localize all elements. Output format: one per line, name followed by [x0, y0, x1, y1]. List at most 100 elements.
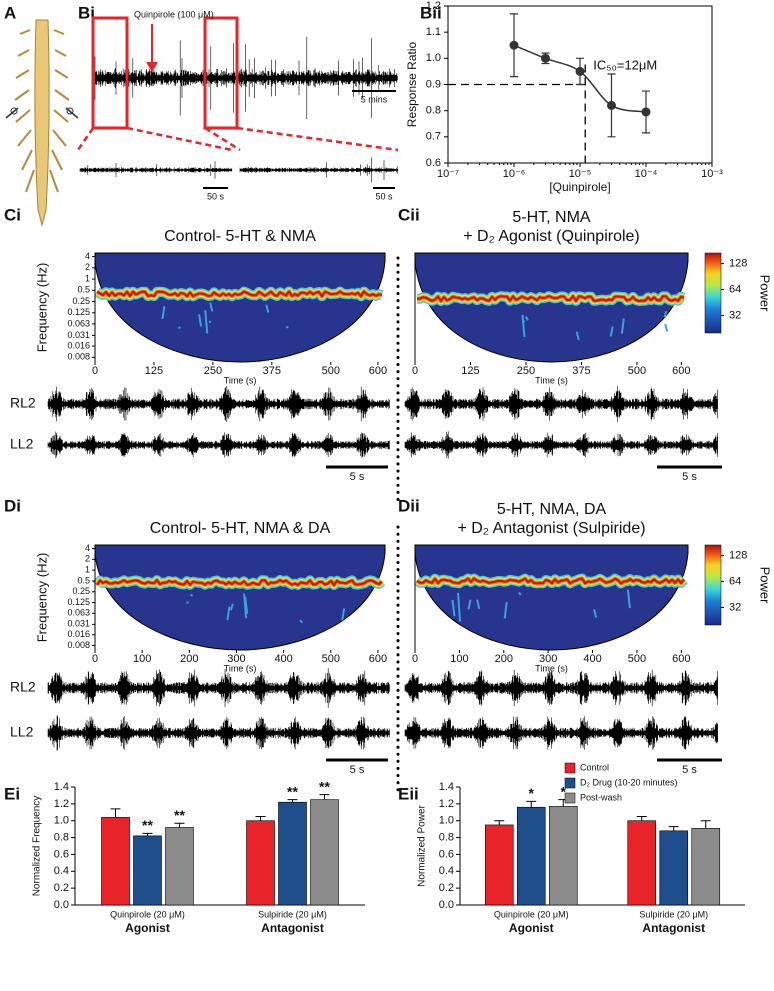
significance-label: ** — [142, 817, 153, 833]
power-spot — [457, 592, 462, 622]
power-spot — [341, 608, 346, 621]
legend-swatch — [564, 762, 576, 774]
error-bar — [668, 826, 679, 831]
power-spot — [503, 602, 508, 619]
colorbar-title: Power — [758, 567, 773, 605]
power-spot — [476, 599, 481, 610]
x-tick-label: 500 — [628, 653, 646, 665]
panel-label: Dii — [398, 496, 420, 515]
x-axis-title: Time (s) — [535, 663, 568, 673]
x-tick-label: 400 — [583, 653, 601, 665]
x-tick-label: 0 — [92, 653, 98, 665]
error-bar — [526, 800, 537, 808]
error-bar — [636, 816, 647, 821]
y-tick-label: 0.031 — [67, 330, 90, 340]
group-label: Antagonist — [261, 921, 324, 935]
panel-label: Bi — [78, 3, 95, 22]
spectrogram-title: + D₂ Antagonist (Sulpiride) — [457, 520, 645, 537]
colorbar-tick-label: 128 — [729, 258, 747, 270]
x-tick-label: 375 — [572, 365, 590, 377]
x-tick-label: 200 — [180, 653, 198, 665]
y-axis-title: Normalized Power — [417, 804, 428, 886]
power-spot — [226, 606, 231, 621]
legend-label: D₂ Drug (10-20 minutes) — [580, 777, 678, 787]
power-spot — [467, 599, 472, 610]
trace-label: LL2 — [10, 436, 34, 452]
y-tick-label: 0.4 — [54, 865, 69, 877]
y-tick-label: 1 — [85, 565, 90, 575]
zoom-connector — [126, 126, 233, 152]
x-tick-label: 300 — [539, 653, 557, 665]
x-tick-label: 500 — [322, 365, 340, 377]
group-label: Agonist — [125, 921, 170, 935]
power-spot — [620, 318, 625, 334]
bar — [133, 835, 162, 906]
x-tick-label: 10⁻⁴ — [635, 168, 658, 180]
power-spot — [177, 326, 181, 330]
panel-label: Bii — [420, 3, 442, 22]
y-tick-label: 0.063 — [67, 318, 90, 328]
bar — [516, 806, 546, 906]
group-label: Antagonist — [642, 921, 705, 935]
y-tick-label: 0.031 — [67, 619, 90, 629]
bar — [659, 830, 689, 906]
scale-bar-label: 5 mins — [361, 94, 388, 104]
legend-label: Control — [580, 762, 609, 772]
x-tick-label: 400 — [274, 653, 292, 665]
power-spot — [208, 320, 212, 324]
scale-bar-label: 5 s — [682, 764, 697, 776]
x-axis-title: [Quinpirole] — [549, 180, 610, 194]
data-point — [509, 40, 519, 50]
y-tick-label: 0.008 — [67, 352, 90, 362]
x-tick-label: 10⁻⁷ — [437, 168, 459, 180]
power-spot — [451, 599, 456, 617]
y-tick-label: 2 — [85, 262, 90, 272]
y-tick-label: 0.125 — [67, 597, 90, 607]
power-spot — [204, 310, 209, 334]
y-tick-label: 0.2 — [439, 882, 454, 894]
scale-bar-label: 50 s — [375, 191, 393, 201]
drug-label: Quinpirole (100 μM) — [134, 9, 214, 19]
scale-bar-label: 5 s — [682, 471, 697, 483]
error-bar — [142, 832, 153, 836]
x-tick-label: 100 — [450, 653, 468, 665]
y-tick-label: 0.063 — [67, 608, 90, 618]
power-spot — [299, 619, 304, 624]
bar — [627, 820, 657, 906]
recording-trace — [404, 386, 718, 422]
y-tick-label: 0.4 — [439, 865, 454, 877]
y-tick-label: 1 — [85, 273, 90, 283]
bar — [278, 801, 307, 906]
data-point — [540, 53, 550, 63]
scale-bar-label: 5 s — [350, 764, 365, 776]
y-axis-title: Frequency (Hz) — [34, 553, 49, 643]
y-axis-title: Frequency (Hz) — [34, 263, 49, 353]
y-tick-label: 0.5 — [77, 285, 90, 295]
x-tick-label: 125 — [145, 365, 163, 377]
y-tick-label: 4 — [85, 251, 90, 261]
legend-swatch — [564, 792, 576, 804]
trace-label: RL2 — [10, 679, 36, 695]
power-spot — [663, 310, 668, 318]
x-axis-title: Time (s) — [224, 663, 257, 673]
power-spot — [186, 601, 189, 604]
x-tick-label: 10⁻³ — [701, 168, 723, 180]
power-spot — [525, 316, 529, 321]
colorbar-title: Power — [758, 275, 773, 313]
power-band — [96, 290, 383, 298]
recording-trace — [239, 157, 399, 183]
y-tick-label: 4 — [85, 543, 90, 553]
error-bar — [287, 799, 298, 803]
recording-trace — [404, 716, 718, 750]
power-spot — [626, 589, 631, 609]
significance-label: ** — [287, 783, 298, 799]
x-tick-label: 100 — [133, 653, 151, 665]
y-tick-label: 1.2 — [54, 798, 69, 810]
y-tick-label: 0.5 — [77, 575, 90, 585]
y-tick-label: 0.25 — [72, 586, 90, 596]
bar — [101, 817, 130, 906]
error-bar — [174, 822, 185, 828]
trace-label: RL2 — [10, 395, 36, 411]
error-bar — [319, 794, 330, 800]
spectrogram-field — [414, 544, 689, 651]
